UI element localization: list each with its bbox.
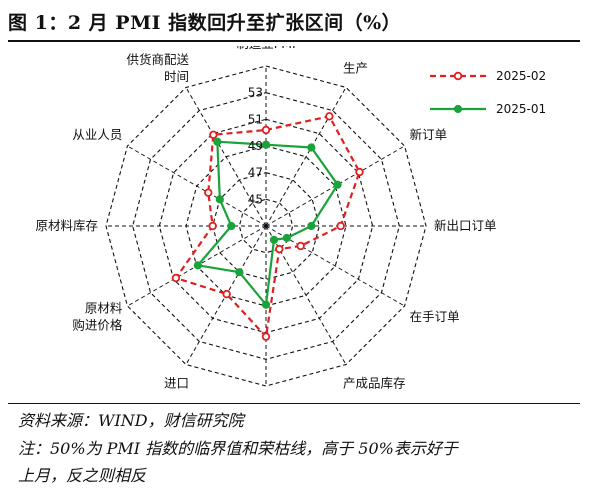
category-label-0: 制造业PMI bbox=[236, 46, 296, 51]
series-1-point-5 bbox=[269, 235, 279, 244]
footnote-line-1: 注：50%为 PMI 指数的临界值和荣枯线，高于 50%表示好于 bbox=[18, 439, 458, 458]
series-0-point-5 bbox=[275, 244, 284, 254]
series-0-point-6 bbox=[261, 332, 271, 341]
source-note: 资料来源：WIND，财信研究院 bbox=[18, 411, 244, 430]
series-1-point-11 bbox=[213, 137, 222, 146]
series-1-point-4 bbox=[282, 233, 291, 243]
series-0-point-3 bbox=[336, 221, 345, 231]
spoke-1 bbox=[265, 87, 347, 227]
radial-tick-0: 45 bbox=[248, 192, 263, 206]
notes-rule bbox=[8, 403, 580, 404]
series-1-point-9 bbox=[227, 221, 236, 231]
chart-frame: 4547495153制造业PMI生产新订单新出口订单在手订单产成品库存采购量进口… bbox=[22, 46, 574, 398]
series-0-point-2 bbox=[355, 167, 364, 177]
category-label-10: 从业人员 bbox=[72, 127, 122, 142]
category-label-7: 进口 bbox=[164, 376, 189, 391]
legend-label-1: 2025-01 bbox=[496, 102, 546, 116]
series-1-point-7 bbox=[235, 268, 244, 277]
category-label-11: 供货商配送时间 bbox=[126, 52, 189, 84]
legend-label-0: 2025-02 bbox=[496, 69, 546, 83]
category-label-5: 产成品库存 bbox=[343, 376, 406, 391]
category-label-1: 生产 bbox=[343, 60, 368, 75]
grid-ring-5 bbox=[105, 65, 427, 387]
radar-chart: 4547495153制造业PMI生产新订单新出口订单在手订单产成品库存采购量进口… bbox=[35, 46, 546, 391]
spoke-5 bbox=[265, 225, 347, 365]
series-1-point-0 bbox=[261, 140, 271, 149]
category-label-9: 原材料库存 bbox=[35, 218, 98, 233]
series-0-point-7 bbox=[222, 289, 231, 299]
series-1-point-3 bbox=[307, 221, 316, 231]
series-1-point-6 bbox=[261, 300, 271, 309]
radial-tick-2: 49 bbox=[248, 139, 263, 153]
series-0-point-1 bbox=[325, 112, 334, 121]
radial-tick-1: 47 bbox=[248, 166, 263, 180]
category-label-8: 原材料购进价格 bbox=[72, 301, 123, 333]
series-0-point-9 bbox=[208, 221, 217, 231]
series-1-point-8 bbox=[193, 261, 202, 270]
series-0-point-11 bbox=[209, 130, 218, 139]
title-rule bbox=[8, 40, 580, 42]
series-0-point-8 bbox=[171, 273, 181, 283]
series-1-point-1 bbox=[307, 143, 316, 152]
legend-marker-1 bbox=[453, 104, 463, 114]
series-1-point-10 bbox=[215, 195, 224, 204]
category-label-4: 在手订单 bbox=[410, 309, 460, 324]
figure-title: 图 1：2 月 PMI 指数回升至扩张区间（%） bbox=[8, 12, 402, 34]
radial-tick-4: 53 bbox=[248, 86, 263, 100]
series-0-point-0 bbox=[261, 125, 271, 135]
category-label-3: 新出口订单 bbox=[434, 218, 497, 233]
footnote-line-2: 上月，反之则相反 bbox=[18, 466, 147, 485]
series-1-point-2 bbox=[333, 180, 342, 189]
category-label-2: 新订单 bbox=[410, 127, 448, 142]
spoke-10 bbox=[127, 145, 267, 227]
spoke-11 bbox=[185, 87, 267, 227]
series-0-point-4 bbox=[296, 241, 305, 251]
spoke-4 bbox=[265, 225, 405, 307]
legend-marker-0 bbox=[453, 71, 463, 81]
series-0-point-10 bbox=[204, 188, 213, 197]
radial-tick-3: 51 bbox=[248, 112, 263, 126]
